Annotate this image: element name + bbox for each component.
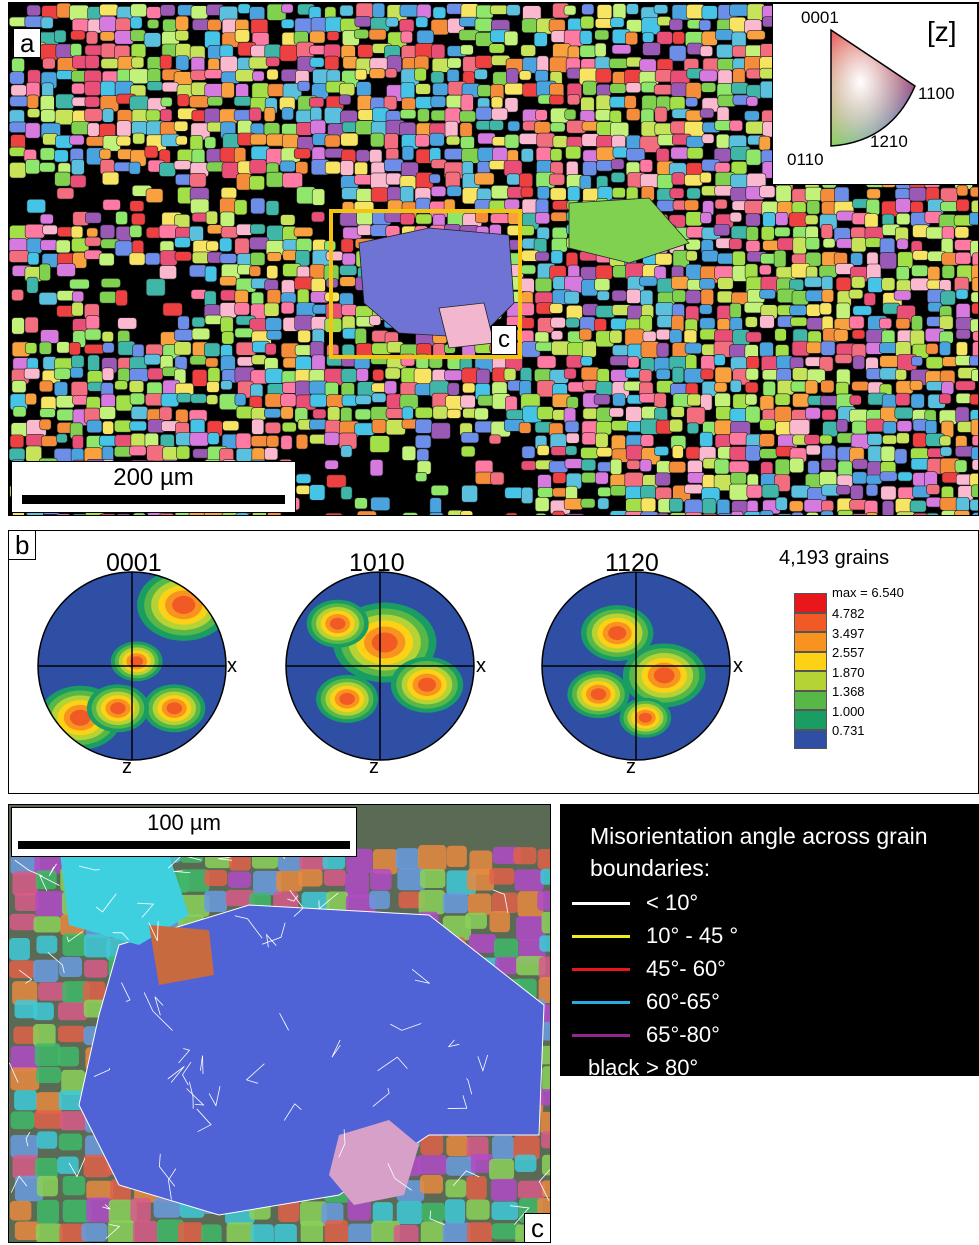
ipf-1210-label: 1210 (870, 132, 908, 151)
pf3-z-axis: z (626, 756, 636, 778)
scalebar-a: 200 µm (11, 461, 296, 513)
pole-figure (541, 571, 731, 761)
legend-level: 1.870 (832, 664, 865, 680)
pf1-z-axis: z (122, 756, 132, 778)
pole-figure (37, 571, 227, 761)
panel-a-label: a (13, 28, 42, 58)
legend-swatch (794, 593, 827, 613)
inset-c-label: c (491, 325, 517, 355)
legend-swatch (794, 651, 827, 671)
pf2-z-axis: z (369, 756, 379, 778)
panel-c-zoom-map: 100 µm c (8, 804, 551, 1243)
scalebar-a-bar (22, 495, 285, 504)
legend-level: 0.731 (832, 723, 865, 738)
mis-row-45-60: 45°- 60° (572, 954, 972, 984)
scalebar-c-text: 100 µm (147, 810, 221, 835)
mis-row-lt10: < 10° (572, 888, 972, 918)
ebsd-zoom-map (9, 805, 550, 1242)
orange-grain (149, 925, 214, 985)
ipf-0001-label: 0001 (801, 8, 839, 27)
inset-c-box[interactable] (329, 209, 522, 359)
ipf-color-key: 0001 [z] 1100 1210 0110 (772, 3, 978, 185)
legend-swatch (794, 612, 827, 632)
mis-label: 10° - 45 ° (646, 923, 739, 948)
legend-level: 3.497 (832, 625, 865, 641)
legend-swatch (794, 729, 827, 749)
ipf-triangle (830, 28, 916, 147)
mis-label: < 10° (646, 890, 699, 915)
cyan-grain (59, 845, 189, 945)
misorientation-legend: Misorientation angle across grain bounda… (560, 804, 979, 1080)
swatch-red (572, 968, 630, 971)
swatch-yellow (572, 935, 630, 938)
scalebar-c-bar (18, 841, 350, 849)
legend-level: 1.368 (832, 684, 865, 699)
panel-c-label: c (524, 1213, 550, 1242)
legend-swatch (794, 671, 827, 691)
mis-label: > 80° (646, 1055, 699, 1080)
mis-label: 65°-80° (646, 1022, 720, 1047)
grains-count: 4,193 grains (779, 547, 890, 569)
legend-level: 1.000 (832, 703, 865, 719)
mis-black-prefix: black (588, 1055, 640, 1080)
legend-level: 2.557 (832, 645, 865, 660)
scalebar-c: 100 µm (11, 807, 357, 857)
pf3-x-axis: x (733, 655, 743, 677)
mis-label: 45°- 60° (646, 956, 726, 981)
zoom-grains (9, 845, 550, 1242)
legend-max: max = 6.540 (832, 585, 904, 600)
misorientation-header: Misorientation angle across grain bounda… (590, 823, 928, 881)
legend-swatch (794, 632, 827, 652)
mis-label: 60°-65° (646, 989, 720, 1014)
mis-row-10-45: 10° - 45 ° (572, 921, 972, 951)
pole-figure (285, 571, 475, 761)
ipf-1100-label: 1100 (918, 84, 955, 103)
swatch-white (572, 902, 630, 905)
mis-row-65-80: 65°-80° (572, 1020, 972, 1050)
scalebar-a-text: 200 µm (113, 464, 194, 491)
mis-row-gt80: black > 80° (572, 1053, 972, 1083)
pf2-x-axis: x (476, 655, 486, 677)
large-grain (568, 197, 690, 264)
panel-a-orientation-map: a c 0001 (8, 2, 979, 516)
swatch-blue (572, 1001, 630, 1004)
legend-level: 4.782 (832, 606, 865, 621)
legend-swatch (794, 710, 827, 730)
pole-figure-plots (37, 571, 731, 761)
ipf-0110-label: 0110 (787, 150, 824, 169)
panel-b-pole-figures: b 0001 1010 1120 x z x z x z 4,193 grain… (8, 530, 979, 794)
pf1-x-axis: x (227, 655, 237, 677)
swatch-purple (572, 1034, 630, 1037)
panel-b-label: b (8, 530, 37, 560)
legend-swatch (794, 690, 827, 710)
subgrain-boundaries (9, 843, 550, 1239)
pink-grain (329, 1120, 419, 1205)
mis-row-60-65: 60°-65° (572, 987, 972, 1017)
ipf-axis-label: [z] (927, 16, 957, 47)
